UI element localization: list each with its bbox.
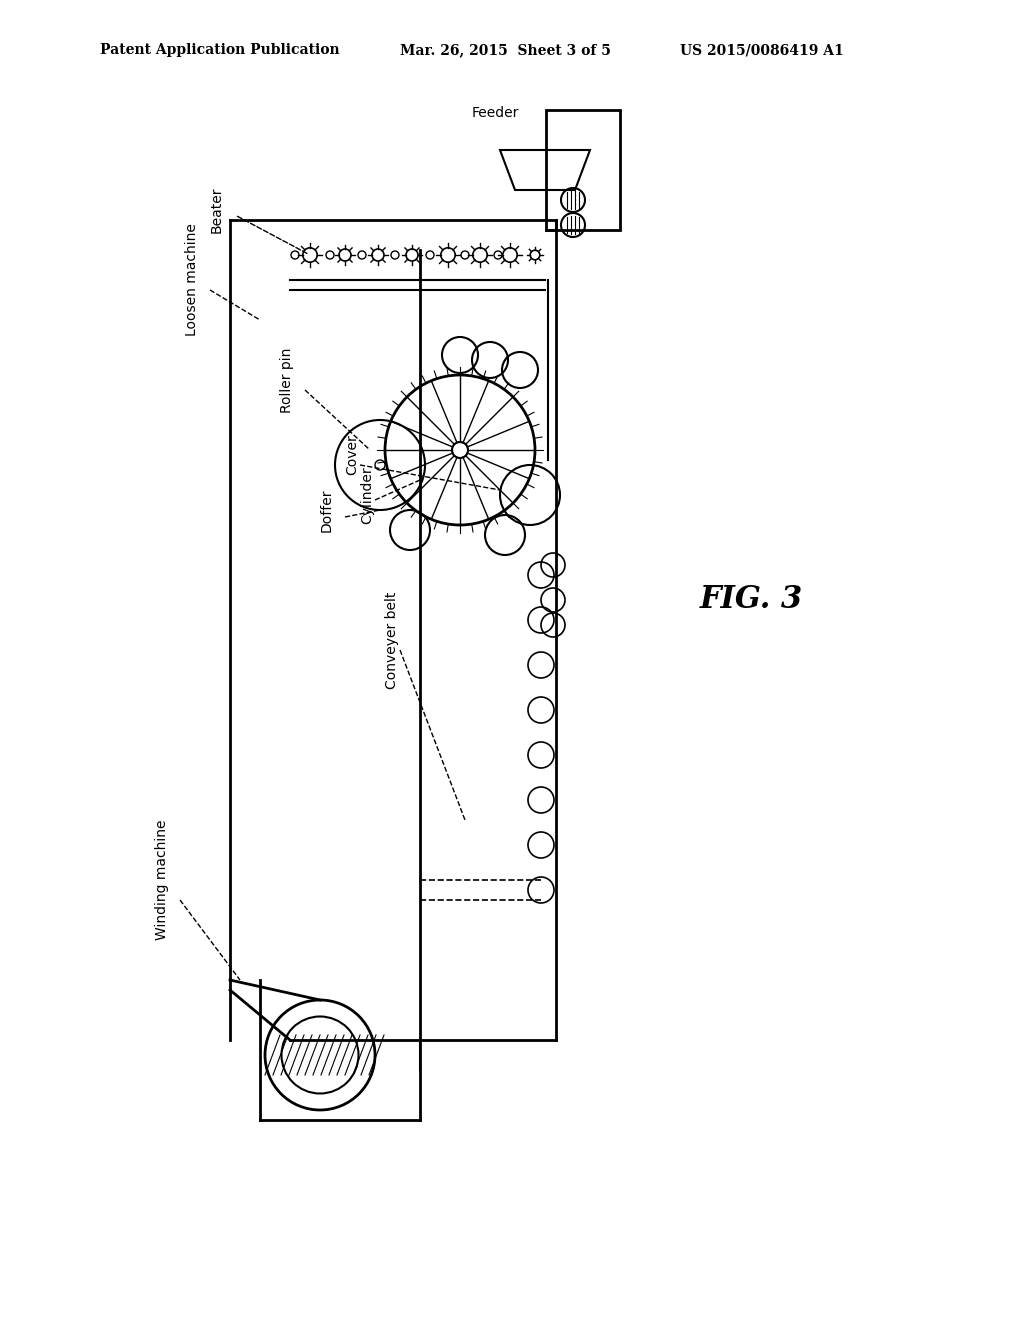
Text: Cover: Cover <box>345 434 359 475</box>
Text: Patent Application Publication: Patent Application Publication <box>100 44 340 57</box>
Text: Beater: Beater <box>210 186 224 234</box>
Text: Conveyer belt: Conveyer belt <box>385 591 399 689</box>
Text: Loosen machine: Loosen machine <box>185 223 199 337</box>
Text: Doffer: Doffer <box>319 488 334 532</box>
Text: Winding machine: Winding machine <box>155 820 169 940</box>
Text: Roller pin: Roller pin <box>280 347 294 413</box>
Text: Mar. 26, 2015  Sheet 3 of 5: Mar. 26, 2015 Sheet 3 of 5 <box>400 44 611 57</box>
Text: Cylinder: Cylinder <box>360 466 374 524</box>
Bar <box>546 110 620 230</box>
Text: US 2015/0086419 A1: US 2015/0086419 A1 <box>680 44 844 57</box>
Text: FIG. 3: FIG. 3 <box>700 585 803 615</box>
Text: Feeder: Feeder <box>472 106 519 120</box>
